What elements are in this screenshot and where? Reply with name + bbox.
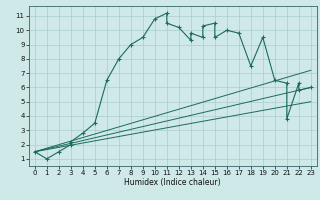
X-axis label: Humidex (Indice chaleur): Humidex (Indice chaleur): [124, 178, 221, 187]
